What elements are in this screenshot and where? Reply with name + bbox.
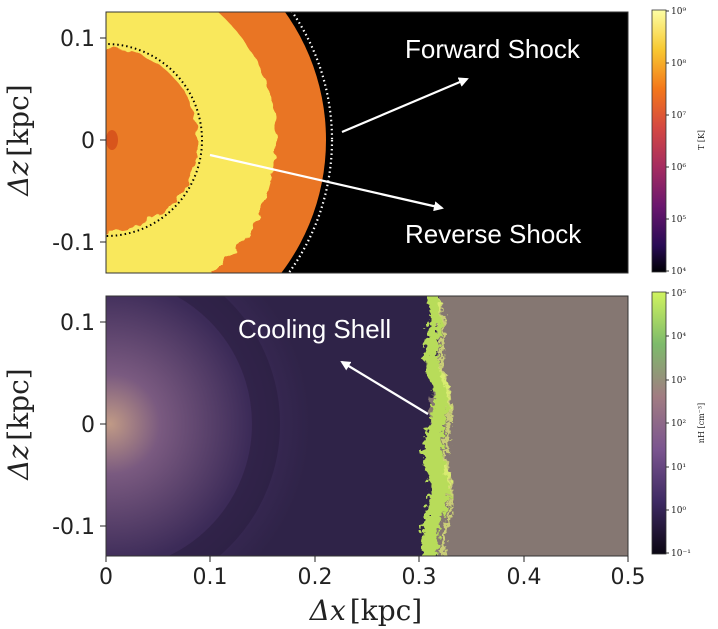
xtick-label: 0 — [99, 565, 113, 590]
cooling-shell-band — [421, 296, 451, 556]
top-y-axis: 0.1 0 -0.1 Δz[kpc] — [2, 27, 106, 256]
temperature-colorbar-gradient — [651, 9, 667, 273]
xtick-label: 0.3 — [402, 565, 437, 590]
reverse-shock-label: Reverse Shock — [405, 219, 582, 249]
temperature-cb-tick-label: 10⁷ — [671, 111, 686, 121]
xtick-label: 0.1 — [193, 565, 228, 590]
forward-shock-label: Forward Shock — [405, 34, 581, 64]
top-ytick-label: 0.1 — [60, 27, 95, 52]
bottom-y-axis-label: Δz[kpc] — [2, 368, 35, 480]
density-cb-tick-label: 10¹ — [671, 463, 686, 473]
density-colorbar-gradient — [651, 291, 667, 555]
forward-shock-circle — [287, 12, 334, 273]
density-cb-tick-label: 10⁵ — [671, 289, 686, 299]
temperature-cb-label: T [K] — [697, 130, 706, 150]
density-colorbar: 10⁵ 10⁴ 10³ 10² 10¹ 10⁰ 10⁻¹ nH [cm⁻³] — [651, 289, 706, 559]
temperature-map: Forward Shock Reverse Shock — [106, 12, 628, 273]
x-axis-label: Δx [kpc] — [309, 594, 422, 627]
wind-source — [106, 130, 118, 150]
cooling-shell-label: Cooling Shell — [238, 314, 391, 344]
xtick-label: 0.2 — [298, 565, 333, 590]
ambient-medium-region — [429, 296, 628, 556]
density-cb-tick-label: 10³ — [671, 376, 686, 386]
bottom-ytick-label: -0.1 — [52, 515, 95, 540]
bottom-plot-frame — [105, 295, 629, 557]
density-cb-label: nH [cm⁻³] — [697, 403, 706, 443]
temperature-cb-tick-label: 10⁸ — [671, 59, 686, 69]
bottom-y-axis: 0.1 0 -0.1 Δz[kpc] — [2, 311, 106, 540]
density-cb-tick-label: 10² — [671, 419, 686, 429]
xtick-label: 0.4 — [507, 565, 542, 590]
xtick-label: 0.5 — [611, 565, 646, 590]
bottom-ytick-label: 0 — [81, 413, 95, 438]
bottom-ytick-label: 0.1 — [60, 311, 95, 336]
free-wind-region — [106, 48, 198, 232]
cooling-shell-highlight — [436, 299, 454, 556]
density-cb-tick-label: 10⁻¹ — [671, 549, 691, 559]
density-ring — [168, 296, 280, 556]
reverse-shock-arrow — [209, 153, 444, 212]
temperature-cb-tick-label: 10⁹ — [671, 7, 686, 17]
density-cb-tick-label: 10⁰ — [671, 506, 686, 516]
x-axis: 0 0.1 0.2 0.3 0.4 0.5 Δx [kpc] — [99, 556, 646, 627]
top-y-axis-label: Δz[kpc] — [2, 84, 35, 196]
top-ytick-label: -0.1 — [52, 231, 95, 256]
temperature-colorbar: 10⁹ 10⁸ 10⁷ 10⁶ 10⁵ 10⁴ T [K] — [651, 7, 706, 277]
top-ytick-label: 0 — [81, 129, 95, 154]
density-map: Cooling Shell — [106, 296, 628, 556]
forward-shock-arrow — [341, 77, 469, 134]
top-plot-frame — [105, 11, 629, 274]
temperature-cb-tick-label: 10⁶ — [671, 163, 686, 173]
temperature-cb-tick-label: 10⁴ — [671, 267, 686, 277]
reverse-shock-circle — [106, 43, 203, 237]
cooling-shell-arrow — [340, 360, 429, 415]
temperature-cb-tick-label: 10⁵ — [671, 215, 686, 225]
density-cb-tick-label: 10⁴ — [671, 332, 686, 342]
